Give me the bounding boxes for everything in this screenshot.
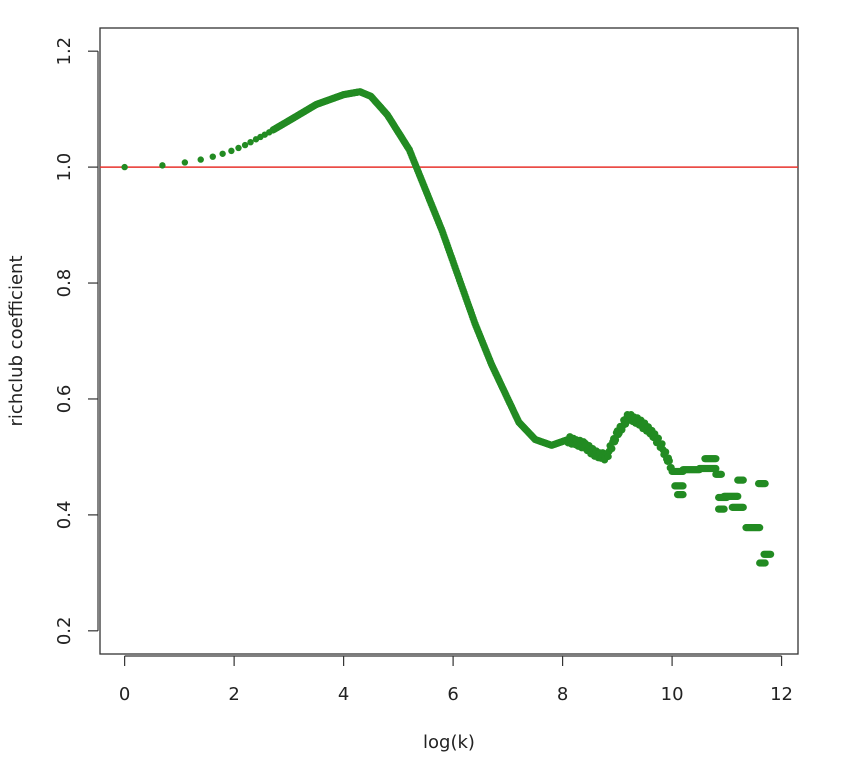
x-tick-label: 8 [557,684,568,705]
x-axis: 0 2 4 6 8 10 12 [119,655,793,705]
data-point [761,559,769,567]
x-tick-label: 6 [447,684,458,705]
x-tick-label: 4 [338,684,349,705]
data-point [611,436,620,444]
x-tick-label: 2 [228,684,239,705]
x-tick-label: 10 [661,684,684,705]
y-tick-label: 1.2 [54,37,75,66]
data-point [235,144,242,152]
data-point [181,159,189,166]
data-point [761,479,769,488]
data-point [734,492,742,500]
data-point [712,455,720,463]
y-tick-label: 0.2 [54,616,75,645]
data-point [658,440,666,448]
y-tick-label: 0.8 [54,269,75,298]
data-point [739,476,747,484]
data-point [679,482,687,490]
data-point [756,524,764,532]
data-point [219,150,226,157]
y-tick-label: 0.4 [54,501,75,530]
x-axis-label: log(k) [423,732,475,753]
data-point [209,153,216,160]
data-point [665,457,673,465]
data-point [247,138,254,146]
x-tick-label: 0 [119,684,130,705]
data-point [712,464,720,473]
data-point [121,163,128,171]
x-tick-label: 12 [770,684,793,705]
plot-frame [99,27,799,655]
data-points [121,88,775,567]
data-point [241,141,249,149]
data-point [159,162,166,169]
data-point [720,505,728,513]
data-point [767,550,775,558]
data-point [197,156,204,163]
y-tick-label: 1.0 [54,153,75,182]
data-point [228,147,235,155]
y-tick-label: 0.6 [54,385,75,414]
data-point [739,503,747,511]
data-point [679,491,687,499]
y-axis: 0.2 0.4 0.6 0.8 1.0 1.2 [54,37,99,645]
data-point [717,470,725,478]
data-point [608,444,616,453]
y-axis-label: richclub coefficient [6,256,27,427]
data-point [662,448,670,456]
